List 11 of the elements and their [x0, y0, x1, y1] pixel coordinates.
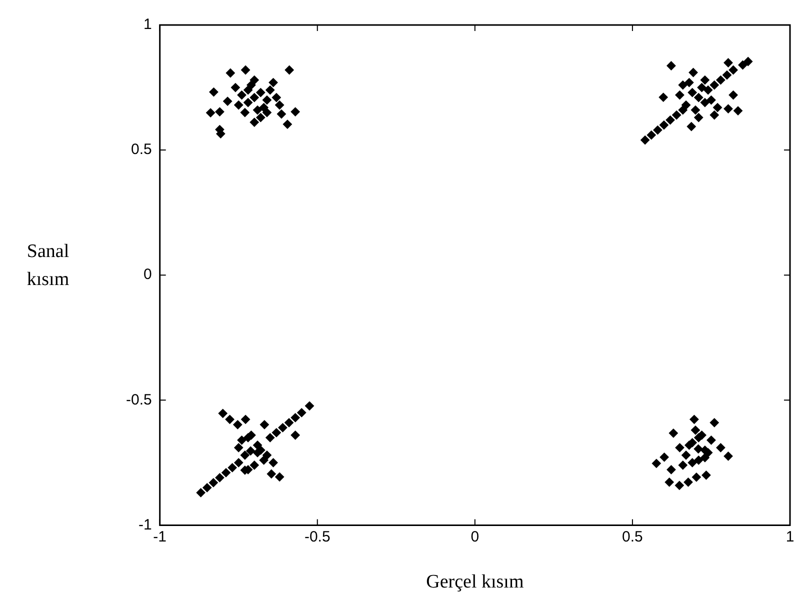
y-tick-label: 0	[144, 266, 152, 284]
y-tick-label: 1	[144, 16, 152, 34]
x-tick-label: 0	[470, 528, 480, 546]
y-tick-label: 0.5	[130, 141, 152, 158]
y-tick-label: -1	[138, 516, 152, 534]
x-axis-title: Gerçel kısım	[426, 572, 524, 593]
x-tick-label: -0.5	[304, 528, 330, 546]
x-tick-label: 0.5	[622, 528, 643, 546]
y-axis-title: Sanal kısım	[26, 240, 70, 292]
y-tick-label: -0.5	[126, 391, 152, 408]
x-tick-label: 1	[786, 528, 794, 546]
